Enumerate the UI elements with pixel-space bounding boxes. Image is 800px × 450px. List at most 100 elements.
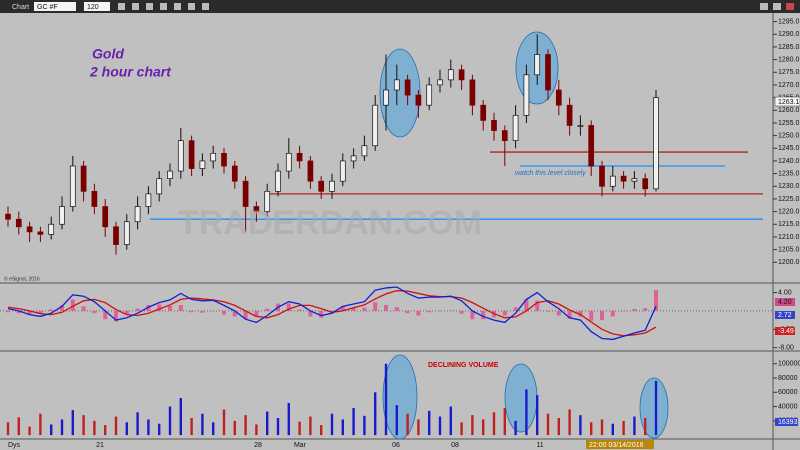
- volume-bar: [6, 422, 10, 436]
- histogram-bar: [168, 305, 172, 311]
- volume-bar: [384, 363, 388, 436]
- histogram-bar: [308, 310, 313, 317]
- macd-value: -3.49: [778, 328, 794, 335]
- volume-bar: [71, 410, 74, 436]
- candle-body: [620, 175, 627, 182]
- icon[interactable]: [202, 3, 209, 10]
- chart-subtitle: 2 hour chart: [89, 64, 172, 80]
- icon[interactable]: [118, 3, 125, 10]
- y-tick-label: 1215.0: [778, 221, 800, 228]
- volume-bar: [557, 418, 560, 436]
- histogram-bar: [297, 309, 302, 311]
- volume-bar: [222, 409, 226, 436]
- histogram-bar: [189, 310, 194, 313]
- candle-body: [523, 74, 530, 116]
- histogram-bar: [232, 310, 237, 317]
- macd-value: 2.72: [778, 312, 792, 319]
- volume-bar: [406, 413, 409, 436]
- volume-bar: [460, 422, 463, 436]
- histogram-bar: [135, 308, 140, 311]
- candle-body: [350, 155, 357, 162]
- y-tick-label: 1260.0: [778, 107, 800, 114]
- candle-body: [188, 140, 195, 169]
- histogram-bar: [654, 290, 658, 311]
- volume-bar: [82, 415, 85, 436]
- candle-body: [221, 152, 227, 167]
- volume-bar: [514, 420, 517, 436]
- histogram-bar: [330, 310, 334, 312]
- icon[interactable]: [188, 3, 195, 10]
- value-box: [775, 311, 795, 319]
- candle-body: [285, 152, 292, 172]
- candle-body: [555, 89, 562, 106]
- volume-bar: [363, 415, 366, 436]
- candle-body: [26, 226, 33, 233]
- histogram-bar: [427, 310, 432, 313]
- annotation: watch this level closely: [515, 170, 586, 177]
- histogram-bar: [610, 310, 615, 317]
- candle-body: [167, 170, 173, 180]
- volume-bar: [320, 425, 323, 436]
- interval-input[interactable]: [84, 2, 110, 11]
- candle-body: [113, 226, 119, 245]
- candle-body: [275, 170, 281, 192]
- candle-body: [566, 104, 573, 126]
- histogram-bar: [351, 307, 356, 311]
- histogram-bar: [286, 303, 291, 311]
- candle-body: [534, 54, 541, 76]
- volume-bar: [482, 419, 485, 436]
- y-tick-label: 1200.0: [778, 259, 800, 266]
- y-tick-label: 1275.0: [778, 69, 800, 76]
- histogram-bar: [362, 307, 367, 311]
- candle-body: [361, 145, 368, 157]
- volume-bar: [50, 424, 53, 436]
- macd-line: [7, 286, 657, 341]
- histogram-bar: [49, 309, 54, 311]
- candle-body: [469, 79, 476, 106]
- candle-body: [339, 160, 346, 182]
- candle-body: [512, 114, 519, 142]
- volume-bar: [579, 415, 582, 436]
- histogram-bar: [81, 306, 86, 311]
- histogram-bar: [70, 299, 75, 311]
- y-tick-label: 1235.0: [778, 170, 800, 177]
- highlight-ellipse: [639, 377, 669, 439]
- icon[interactable]: [146, 3, 153, 10]
- chart-title: Gold: [92, 46, 124, 62]
- icon[interactable]: [160, 3, 167, 10]
- candle-body: [102, 206, 109, 228]
- volume-bar: [93, 420, 96, 436]
- icon[interactable]: [174, 3, 181, 10]
- close-button[interactable]: [786, 3, 794, 10]
- histogram-bar: [38, 310, 43, 314]
- x-tick-label: 08: [451, 442, 459, 449]
- volume-bar: [600, 419, 604, 436]
- minimize-button[interactable]: [760, 3, 768, 10]
- x-tick-label: 06: [392, 442, 400, 449]
- interval: 120: [87, 4, 99, 11]
- volume-bar: [503, 408, 506, 436]
- candle-body: [426, 84, 433, 106]
- y-tick-label: 60000: [778, 389, 798, 396]
- volume-bar: [255, 424, 258, 436]
- symbol-input[interactable]: [34, 2, 76, 11]
- candle-body: [631, 178, 638, 182]
- volume-bar: [546, 413, 550, 436]
- volume-bar: [201, 413, 204, 436]
- value-box: [775, 327, 795, 335]
- candle-body: [69, 165, 76, 207]
- volume-bar: [168, 406, 172, 436]
- volume-bar: [104, 425, 107, 436]
- candle-body: [491, 120, 497, 131]
- toolbar-icons: [118, 3, 794, 10]
- y-tick-label: 1250.0: [778, 132, 800, 139]
- volume-bar: [536, 395, 539, 436]
- histogram-bar: [60, 304, 64, 311]
- icon[interactable]: [132, 3, 139, 10]
- volume-bar: [330, 413, 334, 436]
- histogram-bar: [394, 307, 399, 311]
- maximize-button[interactable]: [773, 3, 781, 10]
- volume-bar: [179, 398, 182, 436]
- cursor-date: 22:00 03/14/2016: [589, 442, 644, 449]
- y-tick-label: 1280.0: [778, 56, 800, 63]
